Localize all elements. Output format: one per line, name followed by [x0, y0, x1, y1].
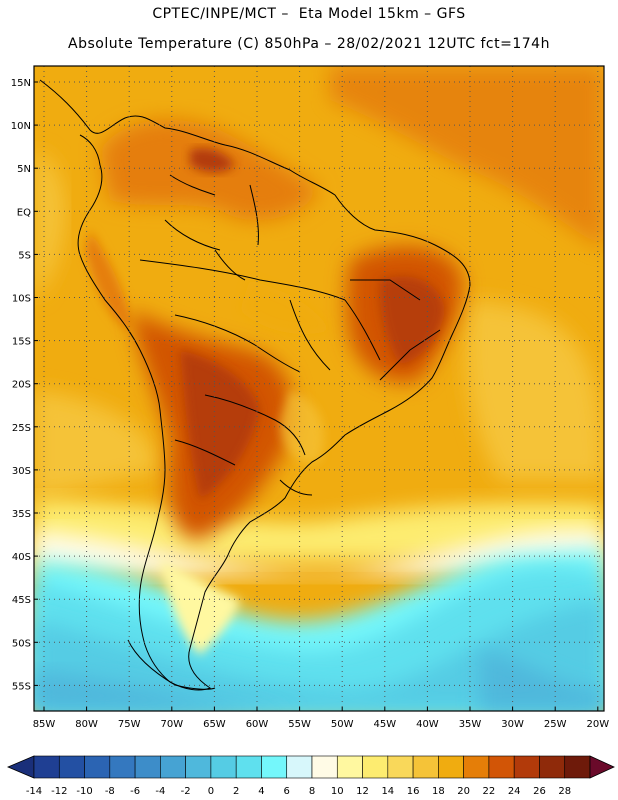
colorbar-label: 10	[331, 786, 344, 797]
map-frame	[33, 65, 605, 712]
latitude-label: 15S	[12, 337, 31, 348]
colorbar-swatch	[235, 755, 262, 779]
colorbar-swatch	[210, 755, 237, 779]
colorbar-swatch	[362, 755, 389, 779]
colorbar-swatch	[412, 755, 439, 779]
latitude-label: 15N	[11, 78, 31, 89]
longitude-label: 80W	[75, 719, 98, 730]
colorbar-label: 12	[356, 786, 369, 797]
colorbar-swatch	[336, 755, 363, 779]
colorbar-arrow-high	[589, 755, 615, 779]
colorbar-label: 16	[407, 786, 420, 797]
colorbar-swatch	[84, 755, 111, 779]
colorbar	[6, 755, 615, 779]
colorbar-swatch	[286, 755, 313, 779]
latitude-labels: 15N 10N 5N EQ 5S 10S 15S 20S 25S 30S 35S 40S 45S 50S 5…	[11, 78, 38, 692]
colorbar-label: -4	[155, 786, 165, 797]
longitude-label: 40W	[416, 719, 439, 730]
latitude-label: 35S	[12, 509, 31, 520]
longitude-label: 35W	[459, 719, 482, 730]
colorbar-swatch	[438, 755, 464, 779]
latitude-label: 5N	[17, 164, 31, 175]
colorbar-arrow-low	[6, 755, 35, 779]
colorbar-swatch	[387, 755, 414, 779]
longitude-label: 20W	[586, 719, 609, 730]
colorbar-label: 8	[309, 786, 315, 797]
latitude-label: 5S	[18, 250, 31, 261]
longitude-label: 60W	[246, 719, 269, 730]
colorbar-label: 4	[258, 786, 264, 797]
colorbar-swatch	[134, 755, 161, 779]
longitude-labels: 85W 80W 75W 70W 65W 60W 55W 50W 45W 40W 35W 30W 25W 2…	[33, 707, 609, 730]
latitude-label: 40S	[12, 552, 31, 563]
latitude-label: 55S	[12, 681, 31, 692]
longitude-label: 45W	[373, 719, 396, 730]
longitude-label: 55W	[288, 719, 311, 730]
colorbar-label: 6	[284, 786, 290, 797]
colorbar-label: -12	[51, 786, 67, 797]
latitude-label: EQ	[17, 207, 31, 218]
colorbar-swatch	[463, 755, 490, 779]
map-title-line2: Absolute Temperature (C) 850hPa – 28/02/…	[68, 36, 550, 52]
colorbar-label: 22	[483, 786, 496, 797]
longitude-label: 50W	[331, 719, 354, 730]
colorbar-swatch	[185, 755, 212, 779]
colorbar-swatch	[109, 755, 136, 779]
longitude-label: 65W	[203, 719, 226, 730]
colorbar-label: 20	[457, 786, 470, 797]
colorbar-label: 24	[508, 786, 521, 797]
colorbar-swatch	[488, 755, 515, 779]
colorbar-label: 0	[208, 786, 214, 797]
latitude-label: 10S	[12, 294, 31, 305]
longitude-label: 70W	[160, 719, 183, 730]
colorbar-label: 28	[558, 786, 571, 797]
colorbar-label: 26	[533, 786, 546, 797]
map-title-line1: CPTEC/INPE/MCT – Eta Model 15km – GFS	[152, 6, 466, 22]
colorbar-label: -14	[26, 786, 42, 797]
latitude-label: 25S	[12, 423, 31, 434]
longitude-label: 85W	[33, 719, 56, 730]
colorbar-label: -10	[76, 786, 92, 797]
colorbar-swatch	[58, 755, 85, 779]
colorbar-labels: -14 -12 -10 -8 -6 -4 -2 0 2 4 6 8 10 12 14 16 18 20 22 24 26…	[26, 786, 571, 797]
longitude-label: 25W	[544, 719, 567, 730]
latitude-label: 45S	[12, 595, 31, 606]
colorbar-swatch	[311, 755, 338, 779]
coastline	[39, 79, 471, 691]
longitude-label: 75W	[118, 719, 141, 730]
colorbar-label: 2	[233, 786, 239, 797]
colorbar-swatch	[564, 755, 591, 779]
colorbar-swatch	[33, 755, 60, 779]
graticule	[34, 66, 604, 711]
latitude-label: 50S	[12, 638, 31, 649]
longitude-label: 30W	[501, 719, 524, 730]
colorbar-label: 18	[432, 786, 445, 797]
latitude-label: 10N	[11, 121, 31, 132]
colorbar-swatch	[160, 755, 186, 779]
colorbar-label: -2	[181, 786, 191, 797]
latitude-label: 20S	[12, 380, 31, 391]
latitude-label: 30S	[12, 466, 31, 477]
colorbar-swatch	[261, 755, 288, 779]
colorbar-swatch	[539, 755, 566, 779]
colorbar-label: -8	[105, 786, 115, 797]
colorbar-label: 14	[381, 786, 394, 797]
temperature-field	[34, 66, 604, 711]
colorbar-swatch	[513, 755, 540, 779]
colorbar-label: -6	[130, 786, 140, 797]
